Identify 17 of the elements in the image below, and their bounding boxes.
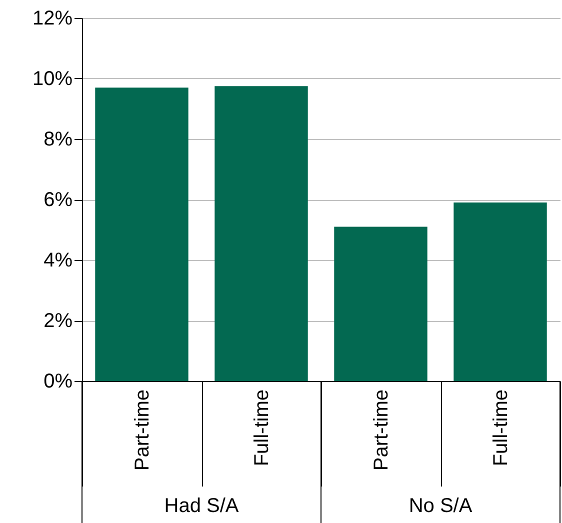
x-tick-label: Full-time <box>250 390 273 466</box>
x-tick-label: Full-time <box>490 390 512 466</box>
bar <box>95 88 188 381</box>
x-tick-label: Part-time <box>370 390 392 471</box>
y-tick-label: 4% <box>44 250 73 272</box>
y-tick-label: 6% <box>44 189 73 211</box>
y-tick-label: 10% <box>32 68 73 90</box>
x-tick-label: Part-time <box>131 390 154 471</box>
y-tick-label: 2% <box>44 310 73 332</box>
bar <box>334 226 428 381</box>
y-tick-label: 12% <box>32 8 73 30</box>
bar <box>214 86 308 381</box>
y-tick-label: 8% <box>44 128 73 150</box>
y-tick-label: 0% <box>44 370 73 392</box>
text: No S/A <box>408 495 473 517</box>
bar <box>454 202 547 381</box>
text: Had S/A <box>164 495 240 517</box>
